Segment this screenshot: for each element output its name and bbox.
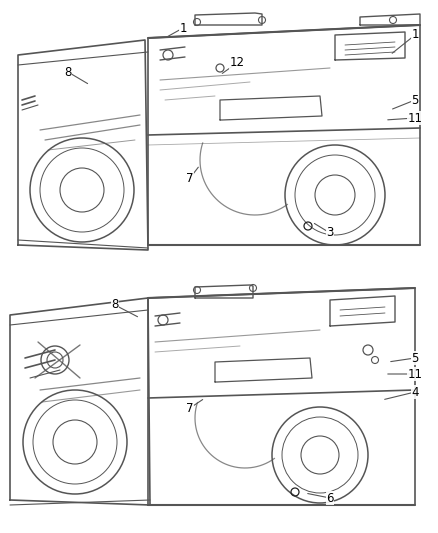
Text: 1: 1: [411, 28, 419, 42]
Text: 11: 11: [407, 111, 423, 125]
Text: 5: 5: [411, 351, 419, 365]
Text: 12: 12: [230, 56, 244, 69]
Text: 7: 7: [186, 401, 194, 415]
Text: 3: 3: [326, 227, 334, 239]
Text: 7: 7: [186, 172, 194, 184]
Text: 8: 8: [111, 298, 119, 311]
Text: 5: 5: [411, 93, 419, 107]
Text: 11: 11: [407, 367, 423, 381]
Text: 6: 6: [326, 491, 334, 505]
Text: 4: 4: [411, 385, 419, 399]
Text: 8: 8: [64, 66, 72, 78]
Text: 1: 1: [179, 21, 187, 35]
